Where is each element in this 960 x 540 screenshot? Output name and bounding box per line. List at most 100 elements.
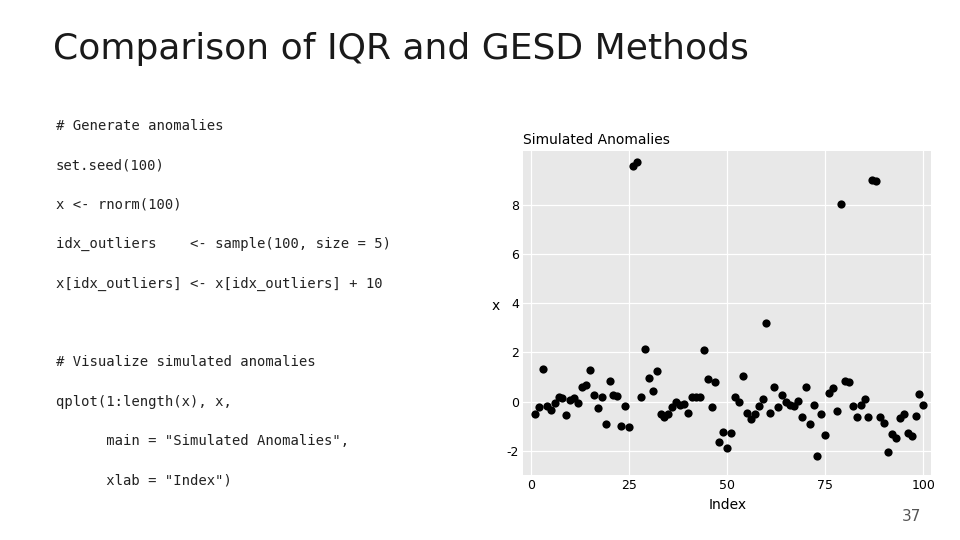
Point [649,367,664,375]
Point [587,391,602,400]
Point [892,414,907,422]
Point [794,412,809,421]
Point [758,319,774,327]
Point [884,430,900,438]
Text: idx_outliers    <- sample(100, size = 5): idx_outliers <- sample(100, size = 5) [56,237,391,251]
Point [775,391,790,400]
Point [613,422,629,430]
Point [677,400,692,408]
Text: 37: 37 [902,509,922,524]
Point [751,401,766,410]
Point [711,437,727,446]
Point [720,444,735,453]
Point [653,410,668,418]
Point [645,387,660,395]
Point [566,394,582,403]
Point [610,392,625,401]
Text: x <- rnorm(100): x <- rnorm(100) [56,198,181,212]
Point [681,408,696,417]
Point [833,200,849,208]
Point [637,344,653,353]
Point [660,409,676,418]
Point [606,390,621,399]
Point [798,382,813,391]
Text: main = "Simulated Anomalies",: main = "Simulated Anomalies", [56,434,348,448]
Point [771,402,786,411]
Point [782,401,798,410]
Point [802,420,817,428]
Text: xlab = "Index"): xlab = "Index") [56,474,231,488]
Point [829,407,845,415]
Point [625,162,640,171]
Point [755,395,770,403]
Point [900,429,915,437]
Point [767,383,782,391]
Point [540,402,555,411]
Point [809,451,825,460]
Text: # Visualize simulated anomalies: # Visualize simulated anomalies [56,355,315,369]
Point [790,396,805,405]
Point [912,389,927,398]
Text: Simulated Anomalies: Simulated Anomalies [523,133,670,147]
Point [692,393,708,401]
Point [664,403,680,411]
Point [708,377,723,386]
Point [582,365,597,374]
Point [805,401,821,410]
Point [908,411,924,420]
Point [715,428,731,436]
Point [762,409,778,417]
Point [630,158,645,166]
Point [602,376,617,385]
Point [531,403,546,411]
Text: x[idx_outliers] <- x[idx_outliers] + 10: x[idx_outliers] <- x[idx_outliers] + 10 [56,276,382,291]
X-axis label: Index: Index [708,498,746,512]
Text: # Generate anomalies: # Generate anomalies [56,119,223,133]
Point [786,402,802,410]
Point [543,406,559,414]
Y-axis label: x: x [492,299,499,313]
Point [904,432,920,441]
Point [527,409,542,418]
Point [865,175,880,184]
Point [837,376,852,385]
Point [841,377,856,386]
Text: qplot(1:length(x), x,: qplot(1:length(x), x, [56,395,231,409]
Point [668,397,684,406]
Point [684,393,700,402]
Point [634,393,649,401]
Point [578,381,593,389]
Point [696,346,711,355]
Text: Comparison of IQR and GESD Methods: Comparison of IQR and GESD Methods [53,32,749,66]
Point [739,408,755,417]
Point [743,415,758,424]
Point [845,402,860,410]
Point [916,400,931,409]
Point [873,413,888,421]
Point [849,413,864,421]
Point [814,409,829,418]
Point [590,404,606,413]
Point [704,402,719,411]
Point [598,420,613,428]
Point [876,418,892,427]
Point [559,411,574,420]
Point [535,364,550,373]
Point [724,428,739,437]
Point [852,401,868,409]
Point [551,392,566,401]
Point [888,434,903,442]
Point [857,395,873,404]
Point [896,410,911,418]
Point [574,383,589,391]
Point [861,413,876,421]
Point [822,389,837,397]
Point [547,399,563,407]
Point [621,423,636,431]
Point [826,384,841,393]
Point [728,392,743,401]
Point [657,412,672,421]
Point [880,448,896,456]
Text: set.seed(100): set.seed(100) [56,158,164,172]
Point [869,176,884,185]
